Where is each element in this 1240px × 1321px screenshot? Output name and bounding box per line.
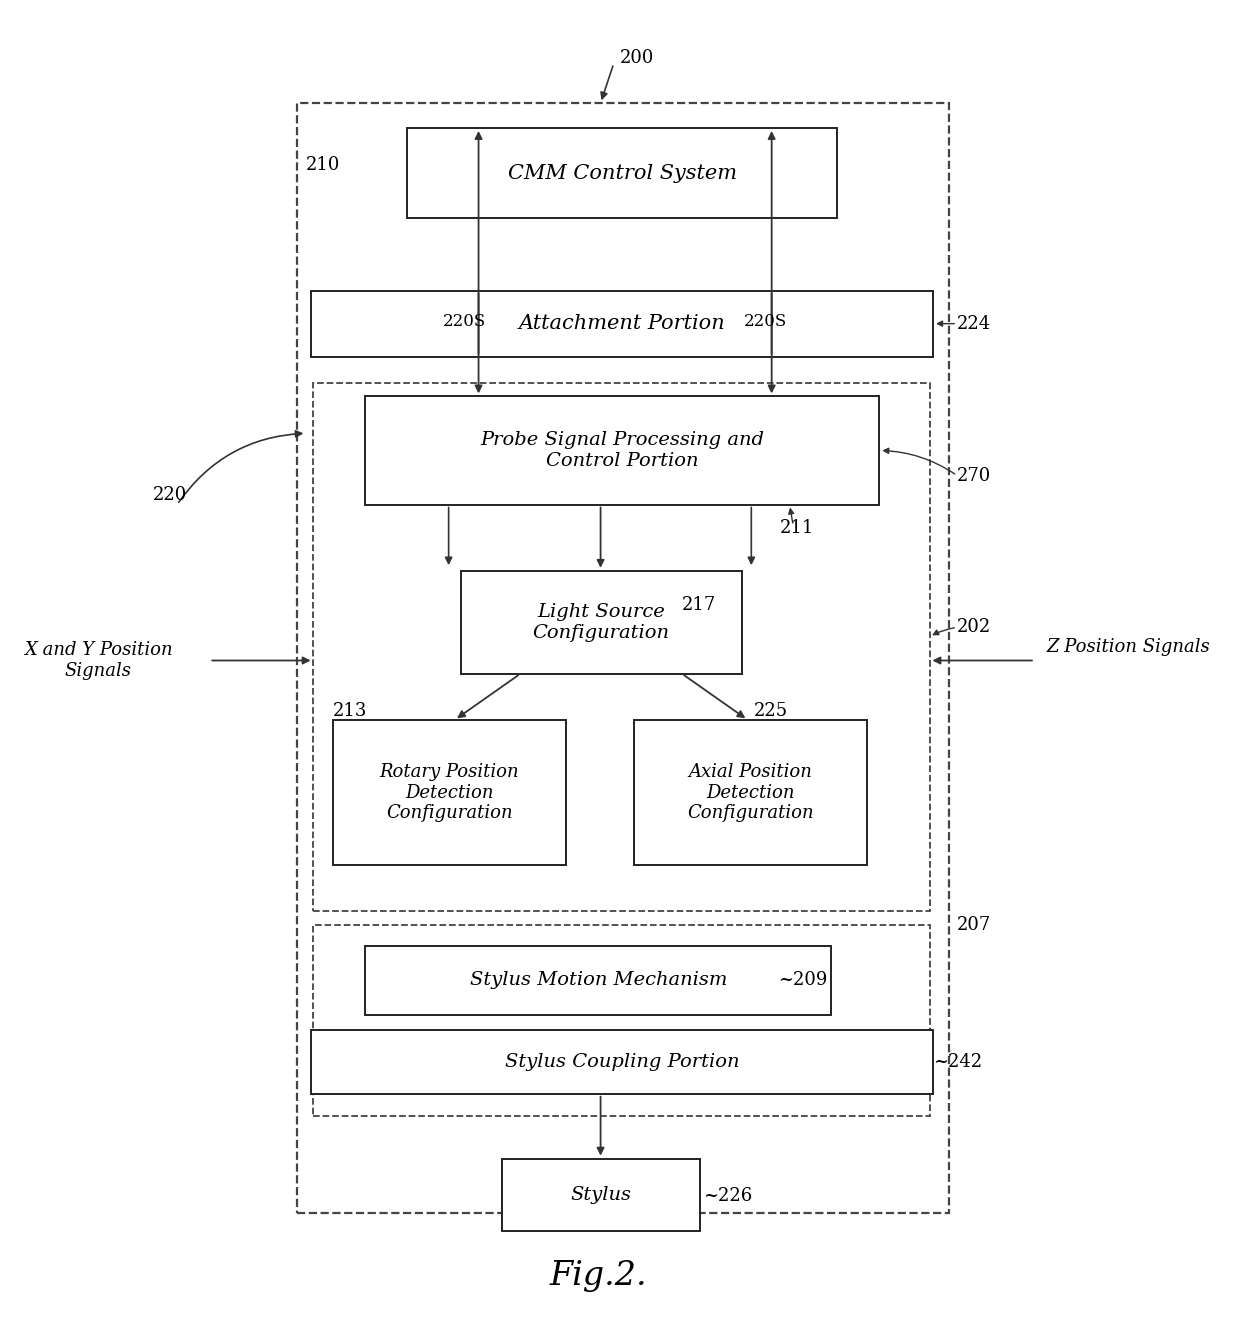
Text: 220S: 220S <box>744 313 787 329</box>
Text: X and Y Position
Signals: X and Y Position Signals <box>24 641 172 680</box>
Bar <box>332 720 565 865</box>
Bar <box>365 946 832 1015</box>
Text: 207: 207 <box>957 915 991 934</box>
Text: CMM Control System: CMM Control System <box>507 164 737 182</box>
Text: Fig.2.: Fig.2. <box>549 1260 647 1292</box>
Bar <box>365 396 879 505</box>
Text: Stylus: Stylus <box>570 1186 631 1203</box>
Bar <box>460 571 742 674</box>
Text: 270: 270 <box>957 466 991 485</box>
Bar <box>634 720 867 865</box>
Text: 210: 210 <box>306 156 341 174</box>
Bar <box>502 1159 699 1231</box>
Text: Z Position Signals: Z Position Signals <box>1047 638 1210 657</box>
Text: Rotary Position
Detection
Configuration: Rotary Position Detection Configuration <box>379 762 520 823</box>
Text: Stylus Coupling Portion: Stylus Coupling Portion <box>505 1053 739 1071</box>
Text: Probe Signal Processing and
Control Portion: Probe Signal Processing and Control Port… <box>480 431 764 470</box>
Text: 220S: 220S <box>443 313 486 329</box>
Bar <box>311 291 934 357</box>
Text: 213: 213 <box>332 701 367 720</box>
Text: 211: 211 <box>780 519 815 538</box>
Bar <box>311 1030 934 1094</box>
Bar <box>314 383 930 911</box>
Text: 225: 225 <box>754 701 787 720</box>
Bar <box>296 103 949 1213</box>
Text: 202: 202 <box>957 618 991 637</box>
Text: ~242: ~242 <box>934 1053 982 1071</box>
Text: Attachment Portion: Attachment Portion <box>518 314 725 333</box>
Text: 224: 224 <box>957 314 991 333</box>
Text: 220: 220 <box>153 486 187 505</box>
Text: Stylus Motion Mechanism: Stylus Motion Mechanism <box>470 971 727 989</box>
Bar <box>407 128 837 218</box>
Text: ~226: ~226 <box>703 1186 753 1205</box>
Text: 217: 217 <box>682 596 717 614</box>
Bar <box>314 925 930 1116</box>
Text: 200: 200 <box>620 49 653 67</box>
Text: ~209: ~209 <box>777 971 827 989</box>
Text: Light Source
Configuration: Light Source Configuration <box>533 602 670 642</box>
Text: Axial Position
Detection
Configuration: Axial Position Detection Configuration <box>687 762 813 823</box>
